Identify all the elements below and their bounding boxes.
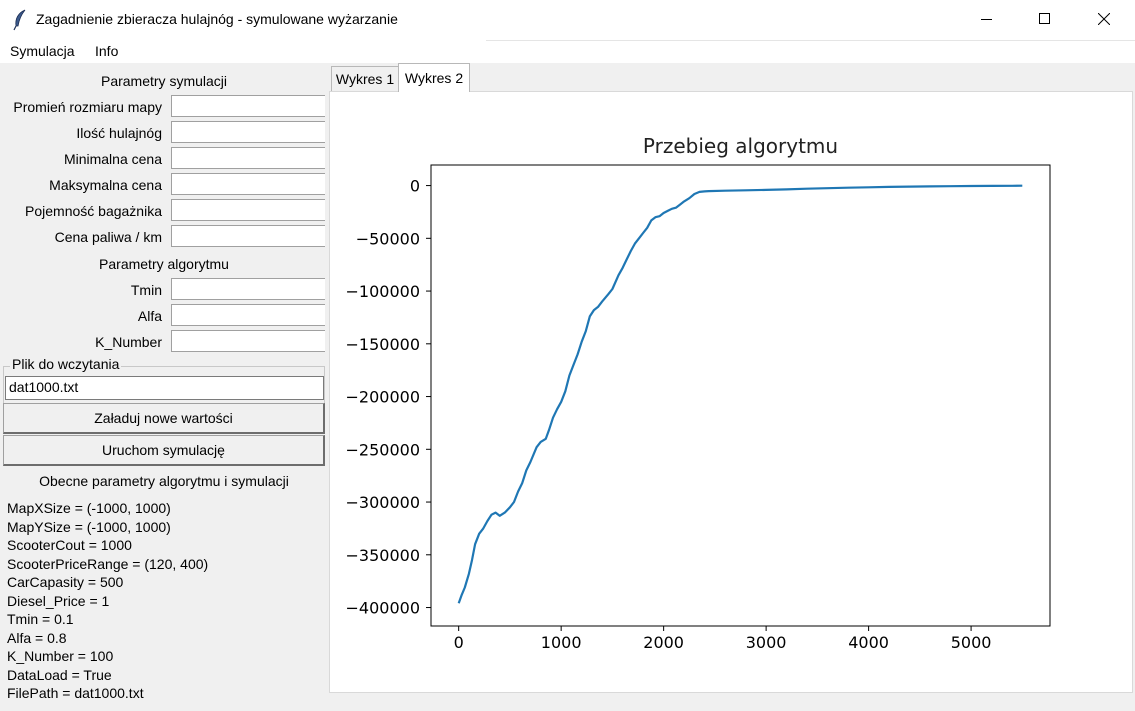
y-tick-label: 0 bbox=[410, 177, 420, 196]
x-tick-label: 4000 bbox=[848, 633, 889, 652]
param-line: MapYSize = (-1000, 1000) bbox=[7, 518, 171, 535]
param-line: K_Number = 100 bbox=[7, 648, 114, 664]
tmin-label: Tmin bbox=[130, 282, 162, 298]
map-radius-label: Promień rozmiaru mapy bbox=[13, 99, 162, 115]
tmin-input[interactable] bbox=[171, 278, 325, 300]
param-line: DataLoad = True bbox=[7, 666, 112, 683]
close-icon bbox=[1097, 12, 1111, 28]
current-params-list: MapXSize = (-1000, 1000) MapYSize = (-10… bbox=[7, 499, 208, 703]
run-simulation-button[interactable]: Uruchom symulację bbox=[3, 435, 325, 466]
x-tick-label: 5000 bbox=[951, 633, 992, 652]
param-line: MapXSize = (-1000, 1000) bbox=[7, 500, 171, 516]
trunk-capacity-label: Pojemność bagażnika bbox=[25, 203, 162, 219]
maximize-icon bbox=[1039, 12, 1051, 28]
window-title: Zagadnienie zbieracza hulajnóg - symulow… bbox=[36, 11, 398, 27]
y-tick-label: −350000 bbox=[346, 546, 420, 565]
tab-wykres-1[interactable]: Wykres 1 bbox=[331, 66, 399, 91]
trunk-capacity-input[interactable] bbox=[171, 199, 325, 221]
left-panel: Parametry symulacji Promień rozmiaru map… bbox=[0, 63, 328, 711]
x-tick-label: 0 bbox=[454, 633, 464, 652]
close-button[interactable] bbox=[1075, 0, 1133, 40]
file-path-input[interactable]: dat1000.txt bbox=[5, 376, 324, 400]
param-line: Diesel_Price = 1 bbox=[7, 592, 110, 609]
alfa-label: Alfa bbox=[137, 308, 162, 324]
scooter-count-input[interactable] bbox=[171, 121, 325, 143]
maximize-button[interactable] bbox=[1016, 0, 1074, 40]
feather-icon bbox=[12, 9, 28, 31]
y-tick-label: −50000 bbox=[356, 229, 420, 248]
chart-title: Przebieg algorytmu bbox=[643, 134, 838, 158]
file-legend: Plik do wczytania bbox=[10, 356, 122, 372]
x-tick-label: 2000 bbox=[643, 633, 684, 652]
max-price-input[interactable] bbox=[171, 173, 325, 195]
menu-symulacja[interactable]: Symulacja bbox=[10, 43, 75, 59]
chart-panel: Przebieg algorytmu 0 1000 2000 3000 4000 5000 0… bbox=[329, 91, 1133, 693]
menu-separator bbox=[486, 40, 1135, 41]
alfa-input[interactable] bbox=[171, 304, 325, 326]
k-number-label: K_Number bbox=[95, 334, 162, 350]
y-tick-label: −400000 bbox=[346, 599, 420, 618]
menu-info[interactable]: Info bbox=[95, 43, 119, 59]
param-line: ScooterCout = 1000 bbox=[7, 537, 132, 553]
x-tick-label: 1000 bbox=[541, 633, 582, 652]
y-tick-label: −200000 bbox=[346, 388, 420, 407]
param-line: FilePath = dat1000.txt bbox=[7, 685, 144, 701]
min-price-input[interactable] bbox=[171, 147, 325, 169]
scooter-count-label: Ilość hulajnóg bbox=[76, 125, 162, 141]
current-params-title: Obecne parametry algorytmu i symulacji bbox=[39, 473, 289, 489]
tab-wykres-2[interactable]: Wykres 2 bbox=[398, 63, 470, 92]
minimize-icon bbox=[981, 12, 993, 28]
min-price-label: Minimalna cena bbox=[63, 151, 162, 167]
y-tick-label: −100000 bbox=[346, 282, 420, 301]
window-titlebar: Zagadnienie zbieracza hulajnóg - symulow… bbox=[0, 0, 1135, 40]
max-price-label: Maksymalna cena bbox=[49, 177, 162, 193]
y-tick-label: −250000 bbox=[346, 440, 420, 459]
fuel-price-input[interactable] bbox=[171, 225, 325, 247]
param-line: ScooterPriceRange = (120, 400) bbox=[7, 555, 209, 572]
series-line bbox=[457, 184, 1023, 604]
param-line: CarCapasity = 500 bbox=[7, 574, 124, 590]
minimize-button[interactable] bbox=[958, 0, 1016, 40]
x-tick-label: 3000 bbox=[746, 633, 787, 652]
alg-params-title: Parametry algorytmu bbox=[99, 256, 229, 272]
plot-frame bbox=[430, 164, 1051, 627]
k-number-input[interactable] bbox=[171, 330, 325, 352]
map-radius-input[interactable] bbox=[171, 95, 325, 117]
fuel-price-label: Cena paliwa / km bbox=[54, 229, 162, 245]
param-line: Alfa = 0.8 bbox=[7, 629, 67, 646]
chart-canvas: Przebieg algorytmu 0 1000 2000 3000 4000 5000 0… bbox=[346, 134, 1051, 652]
param-line: Tmin = 0.1 bbox=[7, 611, 74, 627]
y-tick-label: −300000 bbox=[346, 493, 420, 512]
right-panel: Wykres 1 Wykres 2 Przebieg algorytmu 0 100… bbox=[329, 63, 1135, 711]
menu-bar: Symulacja Info bbox=[0, 40, 1135, 63]
sim-params-title: Parametry symulacji bbox=[100, 73, 228, 89]
load-values-button[interactable]: Załaduj nowe wartości bbox=[3, 403, 325, 434]
y-tick-label: −150000 bbox=[346, 335, 420, 354]
